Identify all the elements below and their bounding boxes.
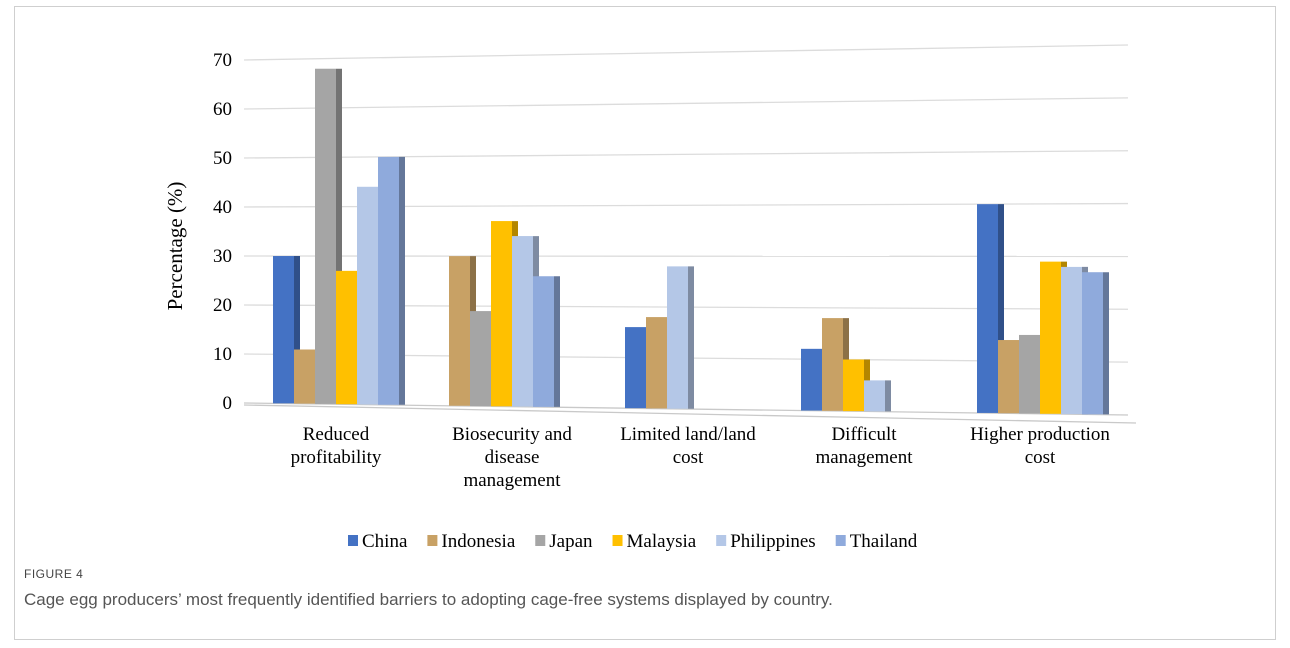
y-tick-label: 40	[213, 197, 232, 218]
gridline	[243, 97, 1129, 110]
bar-japan	[1019, 334, 1040, 414]
gridline	[243, 150, 1129, 159]
y-tick-label: 50	[213, 148, 232, 169]
legend-swatch-thailand	[835, 535, 846, 546]
category-label: profitability	[291, 447, 382, 468]
category-label: cost	[673, 447, 704, 468]
y-tick-label: 30	[213, 246, 232, 267]
category-label: cost	[1025, 447, 1056, 468]
bar-china	[801, 348, 822, 411]
legend-label-thailand: Thailand	[850, 531, 918, 552]
bar-indonesia	[449, 256, 470, 406]
bar-indonesia	[998, 340, 1019, 414]
bar-side-thailand	[1103, 272, 1109, 415]
category-label: Higher production	[970, 424, 1110, 445]
legend-label-indonesia: Indonesia	[441, 531, 515, 552]
y-tick-label: 60	[213, 99, 232, 120]
figure-label: FIGURE 4	[24, 567, 84, 581]
category-label: management	[815, 447, 913, 468]
figure-caption: Cage egg producers’ most frequently iden…	[24, 590, 833, 609]
bar-philippines	[357, 186, 378, 405]
bar-chart: 0 10 20 30 40 50 60 70 Percentage (%) Reducedprof…	[163, 44, 1137, 552]
bar-indonesia	[646, 317, 667, 409]
legend-swatch-indonesia	[427, 535, 438, 546]
bar-japan	[315, 68, 336, 404]
legend-swatch-japan	[535, 535, 546, 546]
bar-side-thailand	[554, 276, 560, 407]
gridline	[243, 402, 1129, 416]
legend-label-japan: Japan	[549, 531, 593, 552]
legend-swatch-malaysia	[612, 535, 623, 546]
bar-malaysia	[491, 221, 512, 407]
bar-indonesia	[822, 318, 843, 411]
legend-swatch-philippines	[716, 535, 727, 546]
bar-malaysia	[1040, 261, 1061, 414]
category-label: disease	[485, 447, 540, 468]
y-tick-label: 70	[213, 50, 232, 71]
bar-thailand	[1082, 272, 1103, 415]
y-tick-label: 0	[223, 393, 233, 414]
legend-label-philippines: Philippines	[730, 531, 816, 552]
category-label: Reduced	[303, 424, 370, 445]
bar-china	[977, 204, 998, 413]
bar-china	[273, 256, 294, 404]
legend-label-malaysia: Malaysia	[627, 531, 697, 552]
category-label: Biosecurity and	[452, 424, 572, 445]
y-tick-label: 20	[213, 295, 232, 316]
legend-label-china: China	[362, 531, 408, 552]
bar-side-thailand	[399, 156, 405, 405]
bar-malaysia	[843, 359, 864, 412]
legend-swatch-china	[348, 535, 358, 546]
bar-japan	[470, 311, 491, 407]
axis-floor	[243, 404, 1137, 424]
bar-philippines	[1061, 266, 1082, 415]
bar-side-philippines	[885, 380, 891, 412]
bar-philippines	[864, 380, 885, 412]
bar-thailand	[533, 276, 554, 407]
category-label: Difficult	[831, 424, 897, 445]
bar-malaysia	[336, 270, 357, 405]
bar-thailand	[378, 156, 399, 405]
gridline	[243, 44, 1129, 61]
bar-philippines	[512, 236, 533, 407]
category-label: management	[463, 470, 561, 491]
y-tick-label: 10	[213, 344, 232, 365]
bar-china	[625, 327, 646, 409]
bar-indonesia	[294, 349, 315, 404]
category-label: Limited land/land	[620, 424, 756, 445]
bar-side-philippines	[688, 266, 694, 409]
bar-philippines	[667, 266, 688, 409]
y-axis-label: Percentage (%)	[163, 182, 187, 311]
